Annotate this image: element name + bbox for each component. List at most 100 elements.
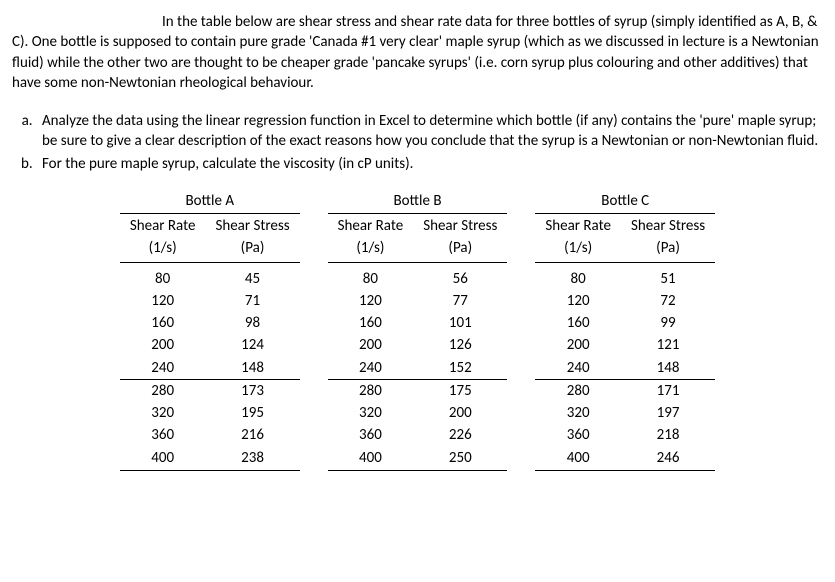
col-header-rate: Shear Rate bbox=[535, 214, 621, 238]
col-header-rate: Shear Rate bbox=[120, 214, 206, 238]
cell-shear-stress: 121 bbox=[621, 334, 715, 356]
cell-shear-stress: 250 bbox=[413, 447, 507, 471]
table-row: 400246 bbox=[535, 447, 715, 471]
tables-container: Bottle AShear RateShear Stress(1/s)(Pa)8… bbox=[12, 190, 823, 471]
col-header-rate: Shear Rate bbox=[328, 214, 414, 238]
table-row: 160101 bbox=[328, 312, 508, 334]
cell-shear-rate: 80 bbox=[120, 262, 206, 290]
col-header-stress-unit: (Pa) bbox=[413, 237, 507, 262]
cell-shear-stress: 238 bbox=[205, 447, 299, 471]
table-row: 280175 bbox=[328, 379, 508, 402]
table-row: 200126 bbox=[328, 334, 508, 356]
cell-shear-stress: 226 bbox=[413, 424, 507, 446]
col-header-stress-unit: (Pa) bbox=[205, 237, 299, 262]
table-row: 16099 bbox=[535, 312, 715, 334]
table-row: 240148 bbox=[535, 357, 715, 380]
data-table-bottle: Bottle CShear RateShear Stress(1/s)(Pa)8… bbox=[535, 190, 715, 471]
cell-shear-rate: 360 bbox=[120, 424, 206, 446]
table-row: 200121 bbox=[535, 334, 715, 356]
cell-shear-rate: 200 bbox=[328, 334, 414, 356]
cell-shear-stress: 101 bbox=[413, 312, 507, 334]
table-row: 8056 bbox=[328, 262, 508, 290]
cell-shear-rate: 320 bbox=[535, 402, 621, 424]
cell-shear-rate: 320 bbox=[120, 402, 206, 424]
table-row: 320195 bbox=[120, 402, 300, 424]
cell-shear-stress: 126 bbox=[413, 334, 507, 356]
cell-shear-stress: 218 bbox=[621, 424, 715, 446]
cell-shear-stress: 148 bbox=[205, 357, 299, 380]
cell-shear-rate: 360 bbox=[328, 424, 414, 446]
cell-shear-rate: 280 bbox=[328, 379, 414, 402]
cell-shear-stress: 195 bbox=[205, 402, 299, 424]
col-header-stress: Shear Stress bbox=[205, 214, 299, 238]
cell-shear-stress: 216 bbox=[205, 424, 299, 446]
cell-shear-stress: 71 bbox=[205, 290, 299, 312]
bottle-title: Bottle C bbox=[535, 190, 715, 214]
cell-shear-stress: 124 bbox=[205, 334, 299, 356]
cell-shear-rate: 240 bbox=[120, 357, 206, 380]
cell-shear-stress: 200 bbox=[413, 402, 507, 424]
cell-shear-stress: 56 bbox=[413, 262, 507, 290]
col-header-rate-unit: (1/s) bbox=[328, 237, 414, 262]
cell-shear-stress: 175 bbox=[413, 379, 507, 402]
table-row: 320197 bbox=[535, 402, 715, 424]
cell-shear-stress: 148 bbox=[621, 357, 715, 380]
cell-shear-rate: 200 bbox=[120, 334, 206, 356]
table-row: 360216 bbox=[120, 424, 300, 446]
col-header-rate-unit: (1/s) bbox=[120, 237, 206, 262]
question-a: Analyze the data using the linear regres… bbox=[36, 111, 823, 152]
cell-shear-rate: 120 bbox=[328, 290, 414, 312]
cell-shear-stress: 77 bbox=[413, 290, 507, 312]
table-row: 12077 bbox=[328, 290, 508, 312]
cell-shear-rate: 120 bbox=[535, 290, 621, 312]
table-row: 400238 bbox=[120, 447, 300, 471]
cell-shear-stress: 98 bbox=[205, 312, 299, 334]
cell-shear-rate: 320 bbox=[328, 402, 414, 424]
cell-shear-stress: 45 bbox=[205, 262, 299, 290]
bottle-title: Bottle A bbox=[120, 190, 300, 214]
table-row: 240148 bbox=[120, 357, 300, 380]
cell-shear-rate: 400 bbox=[535, 447, 621, 471]
data-table-bottle: Bottle BShear RateShear Stress(1/s)(Pa)8… bbox=[328, 190, 508, 471]
table-row: 240152 bbox=[328, 357, 508, 380]
cell-shear-rate: 200 bbox=[535, 334, 621, 356]
question-b: For the pure maple syrup, calculate the … bbox=[36, 154, 823, 174]
col-header-stress: Shear Stress bbox=[413, 214, 507, 238]
cell-shear-rate: 240 bbox=[328, 357, 414, 380]
cell-shear-stress: 173 bbox=[205, 379, 299, 402]
cell-shear-stress: 99 bbox=[621, 312, 715, 334]
table-row: 200124 bbox=[120, 334, 300, 356]
table-row: 8045 bbox=[120, 262, 300, 290]
col-header-stress: Shear Stress bbox=[621, 214, 715, 238]
cell-shear-stress: 197 bbox=[621, 402, 715, 424]
table-row: 12071 bbox=[120, 290, 300, 312]
cell-shear-stress: 171 bbox=[621, 379, 715, 402]
intro-paragraph: In the table below are shear stress and … bbox=[12, 12, 823, 93]
table-row: 16098 bbox=[120, 312, 300, 334]
cell-shear-rate: 80 bbox=[328, 262, 414, 290]
cell-shear-stress: 51 bbox=[621, 262, 715, 290]
table-row: 280171 bbox=[535, 379, 715, 402]
cell-shear-rate: 400 bbox=[328, 447, 414, 471]
cell-shear-rate: 240 bbox=[535, 357, 621, 380]
table-row: 280173 bbox=[120, 379, 300, 402]
table-row: 8051 bbox=[535, 262, 715, 290]
cell-shear-rate: 160 bbox=[535, 312, 621, 334]
bottle-title: Bottle B bbox=[328, 190, 508, 214]
table-row: 360218 bbox=[535, 424, 715, 446]
data-table-bottle: Bottle AShear RateShear Stress(1/s)(Pa)8… bbox=[120, 190, 300, 471]
cell-shear-rate: 400 bbox=[120, 447, 206, 471]
cell-shear-rate: 80 bbox=[535, 262, 621, 290]
cell-shear-rate: 160 bbox=[120, 312, 206, 334]
table-row: 360226 bbox=[328, 424, 508, 446]
cell-shear-rate: 160 bbox=[328, 312, 414, 334]
cell-shear-rate: 360 bbox=[535, 424, 621, 446]
cell-shear-stress: 72 bbox=[621, 290, 715, 312]
cell-shear-rate: 280 bbox=[535, 379, 621, 402]
table-row: 12072 bbox=[535, 290, 715, 312]
question-list: Analyze the data using the linear regres… bbox=[12, 111, 823, 174]
cell-shear-rate: 280 bbox=[120, 379, 206, 402]
cell-shear-rate: 120 bbox=[120, 290, 206, 312]
col-header-stress-unit: (Pa) bbox=[621, 237, 715, 262]
cell-shear-stress: 152 bbox=[413, 357, 507, 380]
